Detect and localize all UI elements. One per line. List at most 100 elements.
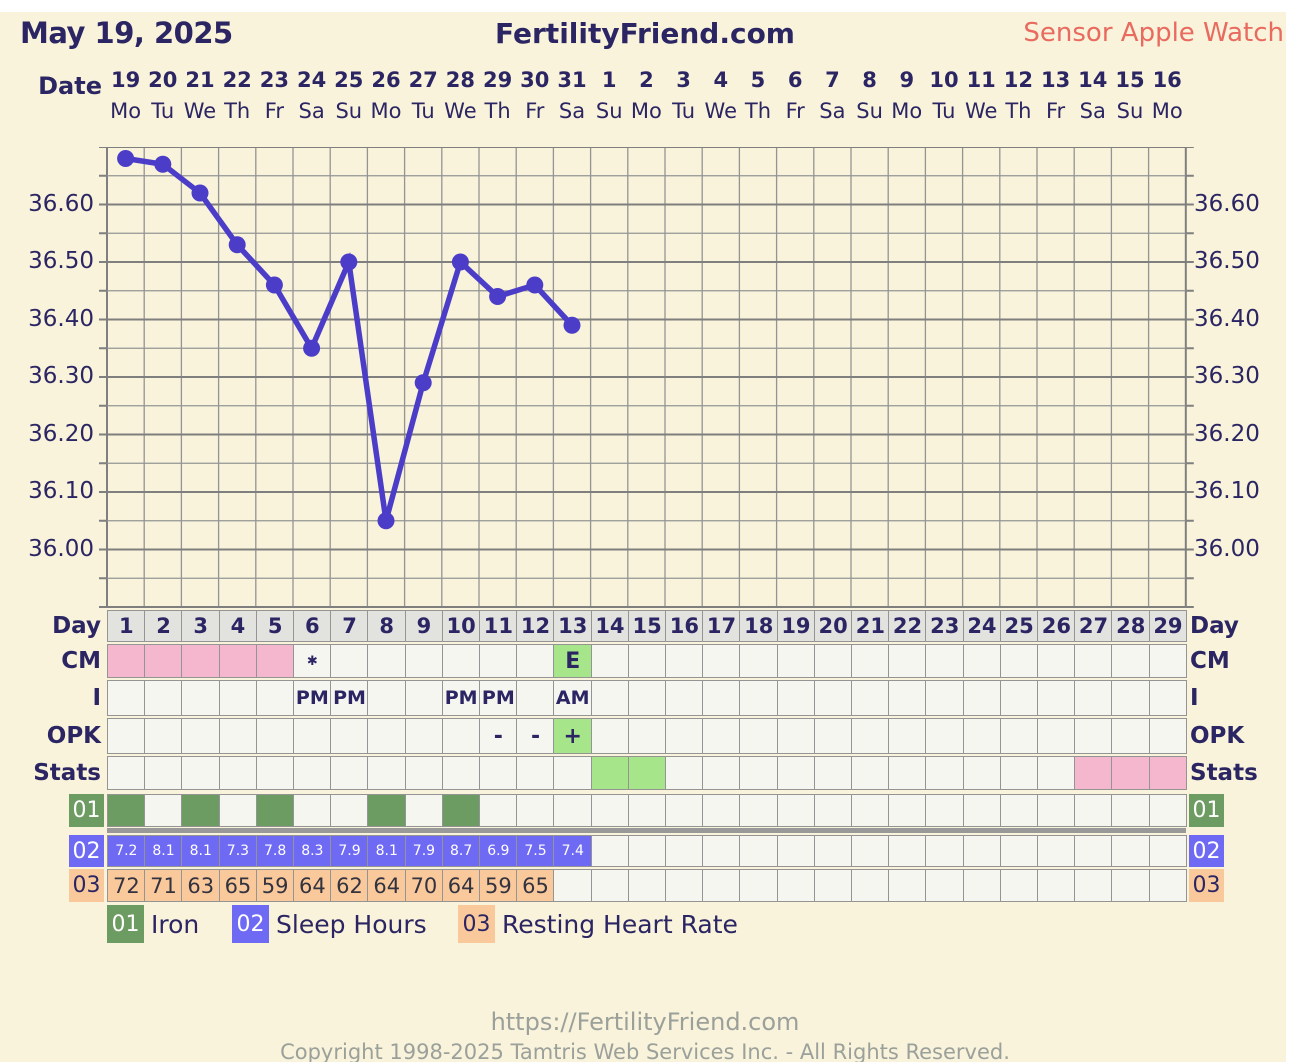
temperature-point — [303, 339, 321, 357]
sleep-hours-cell — [739, 835, 779, 867]
sleep-hours-cell: 7.4 — [553, 835, 593, 867]
sleep-hours-cell — [888, 835, 927, 867]
temperature-point — [191, 184, 209, 202]
row-chip-left-03: 03 — [69, 869, 104, 902]
insemination-cell: PM — [479, 680, 518, 716]
day-cell: 26 — [1037, 610, 1076, 642]
chart-date-title: May 19, 2025 — [20, 16, 233, 50]
cervical-mucus-cell — [441, 644, 481, 678]
day-cell: 2 — [144, 610, 183, 642]
cervical-mucus-cell — [367, 644, 407, 678]
resting-heart-rate-cell — [925, 869, 965, 902]
date-number: 5 — [750, 68, 766, 92]
y-axis-label-right: 36.30 — [1194, 363, 1260, 389]
temperature-point — [563, 316, 581, 334]
cervical-mucus-cell — [1111, 644, 1151, 678]
opk-cell — [739, 718, 779, 754]
y-axis-label-left: 36.50 — [28, 248, 94, 274]
stats-cell — [479, 756, 518, 790]
date-number: 10 — [929, 68, 959, 92]
cervical-mucus-cell — [999, 644, 1039, 678]
sleep-hours-cell: 7.5 — [516, 835, 555, 867]
temperature-chart — [99, 147, 1194, 608]
insemination-cell — [776, 680, 816, 716]
insemination-cell — [962, 680, 1002, 716]
date-number: 13 — [1040, 68, 1071, 92]
cervical-mucus-cell — [702, 644, 741, 678]
iron-cell — [330, 794, 369, 827]
sleep-hours-cell — [627, 835, 667, 867]
stats-cell — [999, 756, 1039, 790]
weekday-label: Th — [484, 99, 511, 123]
row-separator — [107, 828, 1186, 833]
y-axis-label-left: 36.00 — [28, 535, 94, 562]
insemination-cell: AM — [553, 680, 593, 716]
legend-chip-01: 01 — [107, 905, 144, 943]
row-label-right-ins: I — [1190, 685, 1199, 711]
date-number: 19 — [110, 68, 141, 92]
weekday-label: Su — [856, 99, 883, 123]
cervical-mucus-cell — [1074, 644, 1113, 678]
stats-cell — [1037, 756, 1076, 790]
row-label-left-opk: OPK — [46, 723, 101, 749]
opk-cell — [181, 718, 221, 754]
stats-cell — [293, 756, 332, 790]
day-cell: 18 — [739, 610, 779, 642]
weekday-label: Tu — [151, 99, 175, 123]
stats-cell — [255, 756, 295, 790]
resting-heart-rate-cell — [553, 869, 593, 902]
stats-cell — [107, 756, 146, 790]
iron-cell — [404, 794, 444, 827]
legend-item-iron: 01 Iron — [107, 905, 199, 943]
day-cell: 24 — [962, 610, 1002, 642]
opk-cell — [999, 718, 1039, 754]
date-number: 12 — [1003, 68, 1033, 92]
resting-heart-rate-cell — [1074, 869, 1113, 902]
y-axis-label-right: 36.20 — [1194, 420, 1260, 447]
temperature-line — [125, 155, 575, 522]
cervical-mucus-cell — [479, 644, 518, 678]
stats-cell — [441, 756, 481, 790]
temperature-point — [377, 512, 395, 530]
resting-heart-rate-cell: 63 — [181, 869, 221, 902]
cervical-mucus-cell — [107, 644, 146, 678]
cervical-mucus-cell — [181, 644, 221, 678]
y-axis-label-right: 36.40 — [1194, 305, 1260, 332]
resting-heart-rate-cell — [999, 869, 1039, 902]
insemination-cell — [702, 680, 741, 716]
stats-cell — [516, 756, 555, 790]
cervical-mucus-cell — [925, 644, 965, 678]
stats-cell — [330, 756, 369, 790]
date-number: 26 — [371, 68, 401, 92]
iron-cell — [367, 794, 407, 827]
sleep-hours-cell: 7.8 — [255, 835, 295, 867]
resting-heart-rate-cell: 62 — [330, 869, 369, 902]
date-number: 20 — [148, 68, 178, 92]
sleep-hours-cell — [1148, 835, 1188, 867]
insemination-cell — [665, 680, 704, 716]
resting-heart-rate-cell — [702, 869, 741, 902]
stats-cell — [665, 756, 704, 790]
legend-label-sleep-hours: Sleep Hours — [276, 909, 427, 939]
stats-cell — [1111, 756, 1151, 790]
day-cell: 22 — [888, 610, 927, 642]
day-cell: 9 — [404, 610, 444, 642]
opk-cell — [590, 718, 630, 754]
date-number: 2 — [639, 68, 654, 92]
iron-cell — [925, 794, 965, 827]
insemination-cell — [1037, 680, 1076, 716]
opk-cell — [144, 718, 183, 754]
opk-cell — [255, 718, 295, 754]
resting-heart-rate-cell: 72 — [107, 869, 146, 902]
sleep-hours-cell — [776, 835, 816, 867]
y-axis-label-left: 36.20 — [28, 420, 94, 447]
day-cell: 14 — [590, 610, 630, 642]
opk-cell — [888, 718, 927, 754]
date-number: 21 — [185, 68, 215, 92]
date-number: 16 — [1152, 68, 1182, 92]
weekday-label: Tu — [411, 99, 435, 123]
temperature-point — [265, 276, 283, 294]
resting-heart-rate-cell — [813, 869, 853, 902]
iron-cell — [516, 794, 555, 827]
insemination-cell — [404, 680, 444, 716]
